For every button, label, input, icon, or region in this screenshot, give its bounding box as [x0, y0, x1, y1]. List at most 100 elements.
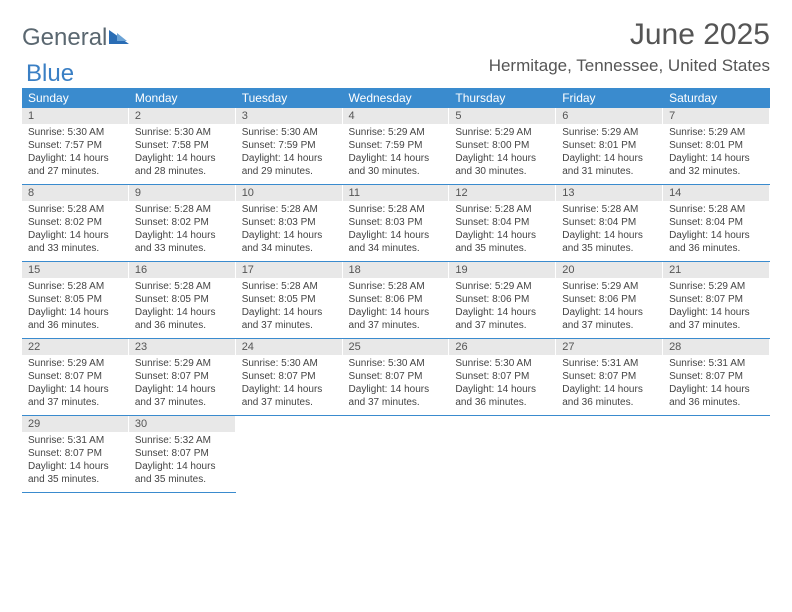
sunrise-line: Sunrise: 5:31 AM	[669, 358, 745, 369]
calendar-day-cell: 30Sunrise: 5:32 AMSunset: 8:07 PMDayligh…	[129, 416, 236, 493]
sunset-line: Sunset: 8:07 PM	[669, 371, 743, 382]
day-details: Sunrise: 5:28 AM Sunset: 8:02 PM Daylight:…	[129, 201, 236, 261]
daylight-line: Daylight: 14 hours and 37 minutes.	[135, 384, 216, 408]
daylight-line: Daylight: 14 hours and 35 minutes.	[562, 230, 643, 254]
day-number: 21	[663, 262, 770, 278]
calendar-day-cell: 11Sunrise: 5:28 AMSunset: 8:03 PMDayligh…	[343, 185, 450, 262]
weekday-header: Saturday	[663, 88, 770, 108]
day-details: Sunrise: 5:29 AMSunset: 8:07 PMDaylight:…	[663, 278, 770, 338]
calendar-day-cell	[449, 416, 556, 493]
calendar-day-cell: 18Sunrise: 5:28 AMSunset: 8:06 PMDayligh…	[343, 262, 450, 339]
calendar-day-cell: 21Sunrise: 5:29 AMSunset: 8:07 PMDayligh…	[663, 262, 770, 339]
sunset-line: Sunset: 8:05 PM	[28, 294, 102, 305]
day-details: Sunrise: 5:29 AMSunset: 8:06 PMDaylight:…	[449, 278, 556, 338]
day-number: 14	[663, 185, 770, 201]
daylight-line: Daylight: 14 hours and 37 minutes.	[349, 307, 430, 331]
calendar-day-cell: 5Sunrise: 5:29 AMSunset: 8:00 PMDaylight…	[449, 108, 556, 185]
calendar-day-cell: 25Sunrise: 5:30 AMSunset: 8:07 PMDayligh…	[343, 339, 450, 416]
sunset-line: Sunset: 8:07 PM	[669, 294, 743, 305]
calendar-table: SundayMondayTuesdayWednesdayThursdayFrid…	[22, 88, 770, 493]
sunset-line: Sunset: 8:03 PM	[349, 217, 423, 228]
day-details: Sunrise: 5:28 AMSunset: 8:05 PMDaylight:…	[22, 278, 129, 338]
day-details: Sunrise: 5:29 AMSunset: 8:07 PMDaylight:…	[129, 355, 236, 415]
day-number: 9	[129, 185, 236, 201]
day-details: Sunrise: 5:30 AMSunset: 7:57 PMDaylight:…	[22, 124, 129, 184]
daylight-line: Daylight: 14 hours and 33 minutes.	[135, 230, 216, 254]
calendar-day-cell: 2Sunrise: 5:30 AMSunset: 7:58 PMDaylight…	[129, 108, 236, 185]
sunrise-line: Sunrise: 5:28 AM	[135, 204, 211, 215]
logo-text-blue: Blue	[26, 60, 74, 87]
sunrise-line: Sunrise: 5:30 AM	[135, 127, 211, 138]
sunrise-line: Sunrise: 5:29 AM	[135, 358, 211, 369]
sunrise-line: Sunrise: 5:30 AM	[28, 127, 104, 138]
daylight-line: Daylight: 14 hours and 36 minutes.	[28, 307, 109, 331]
day-details: Sunrise: 5:28 AMSunset: 8:05 PMDaylight:…	[129, 278, 236, 338]
sunset-line: Sunset: 8:02 PM	[135, 217, 209, 228]
calendar-day-cell: 7Sunrise: 5:29 AMSunset: 8:01 PMDaylight…	[663, 108, 770, 185]
day-number: 13	[556, 185, 663, 201]
sunset-line: Sunset: 8:05 PM	[242, 294, 316, 305]
day-details: Sunrise: 5:29 AMSunset: 8:01 PMDaylight:…	[556, 124, 663, 184]
sunset-line: Sunset: 7:59 PM	[242, 140, 316, 151]
calendar-day-cell: 17Sunrise: 5:28 AMSunset: 8:05 PMDayligh…	[236, 262, 343, 339]
day-details: Sunrise: 5:31 AMSunset: 8:07 PMDaylight:…	[22, 432, 129, 492]
weekday-header: Tuesday	[236, 88, 343, 108]
day-number: 15	[22, 262, 129, 278]
day-number: 28	[663, 339, 770, 355]
calendar-day-cell: 3Sunrise: 5:30 AMSunset: 7:59 PMDaylight…	[236, 108, 343, 185]
daylight-line: Daylight: 14 hours and 36 minutes.	[562, 384, 643, 408]
day-number: 1	[22, 108, 129, 124]
sunset-line: Sunset: 8:03 PM	[242, 217, 316, 228]
daylight-line: Daylight: 14 hours and 30 minutes.	[349, 153, 430, 177]
sunrise-line: Sunrise: 5:30 AM	[455, 358, 531, 369]
weekday-header: Monday	[129, 88, 236, 108]
calendar-week-row: 1 Sunrise: 5:30 AM Sunset: 7:57 PM Daylight…	[22, 108, 770, 185]
month-title: June 2025	[489, 18, 770, 52]
day-number: 12	[449, 185, 556, 201]
calendar-day-cell: 8Sunrise: 5:28 AMSunset: 8:02 PMDaylight…	[22, 185, 129, 262]
day-details: Sunrise: 5:30 AMSunset: 8:07 PMDaylight:…	[449, 355, 556, 415]
daylight-line: Daylight: 14 hours and 32 minutes.	[669, 153, 750, 177]
sunset-line: Sunset: 8:02 PM	[28, 217, 102, 228]
day-details: Sunrise: 5:32 AMSunset: 8:07 PMDaylight:…	[129, 432, 236, 492]
calendar-day-cell: 16Sunrise: 5:28 AMSunset: 8:05 PMDayligh…	[129, 262, 236, 339]
sunrise-line: Sunrise: 5:30 AM	[349, 358, 425, 369]
sunset-line: Sunset: 7:59 PM	[349, 140, 423, 151]
sunrise-line: Sunrise: 5:32 AM	[135, 435, 211, 446]
calendar-day-cell: 27Sunrise: 5:31 AMSunset: 8:07 PMDayligh…	[556, 339, 663, 416]
day-details: Sunrise: 5:28 AMSunset: 8:06 PMDaylight:…	[343, 278, 450, 338]
sunset-line: Sunset: 8:07 PM	[562, 371, 636, 382]
day-number: 4	[343, 108, 450, 124]
sunrise-line: Sunrise: 5:28 AM	[349, 204, 425, 215]
day-number: 27	[556, 339, 663, 355]
day-details: Sunrise: 5:28 AMSunset: 8:04 PMDaylight:…	[663, 201, 770, 261]
day-number: 25	[343, 339, 450, 355]
day-details: Sunrise: 5:29 AMSunset: 8:00 PMDaylight:…	[449, 124, 556, 184]
logo-triangle-small-icon	[117, 33, 127, 41]
day-number: 23	[129, 339, 236, 355]
sunrise-line: Sunrise: 5:29 AM	[669, 281, 745, 292]
sunset-line: Sunset: 8:01 PM	[562, 140, 636, 151]
daylight-line: Daylight: 14 hours and 37 minutes.	[349, 384, 430, 408]
day-details: Sunrise: 5:28 AMSunset: 8:03 PMDaylight:…	[343, 201, 450, 261]
day-number: 26	[449, 339, 556, 355]
sunrise-line: Sunrise: 5:28 AM	[242, 204, 318, 215]
sunset-line: Sunset: 7:58 PM	[135, 140, 209, 151]
daylight-line: Daylight: 14 hours and 35 minutes.	[135, 461, 216, 485]
logo-text-general: General	[22, 24, 107, 52]
logo: General	[22, 24, 127, 52]
sunset-line: Sunset: 7:57 PM	[28, 140, 102, 151]
day-details: Sunrise: 5:29 AMSunset: 7:59 PMDaylight:…	[343, 124, 450, 184]
day-number: 30	[129, 416, 236, 432]
calendar-day-cell: 19Sunrise: 5:29 AMSunset: 8:06 PMDayligh…	[449, 262, 556, 339]
calendar-day-cell: 29Sunrise: 5:31 AMSunset: 8:07 PMDayligh…	[22, 416, 129, 493]
sunset-line: Sunset: 8:04 PM	[562, 217, 636, 228]
calendar-week-row: 29Sunrise: 5:31 AMSunset: 8:07 PMDayligh…	[22, 416, 770, 493]
sunrise-line: Sunrise: 5:29 AM	[455, 281, 531, 292]
daylight-line: Daylight: 14 hours and 28 minutes.	[135, 153, 216, 177]
daylight-line: Daylight: 14 hours and 37 minutes.	[242, 384, 323, 408]
sunrise-line: Sunrise: 5:28 AM	[562, 204, 638, 215]
calendar-day-cell: 10Sunrise: 5:28 AMSunset: 8:03 PMDayligh…	[236, 185, 343, 262]
sunset-line: Sunset: 8:07 PM	[455, 371, 529, 382]
sunrise-line: Sunrise: 5:30 AM	[242, 127, 318, 138]
